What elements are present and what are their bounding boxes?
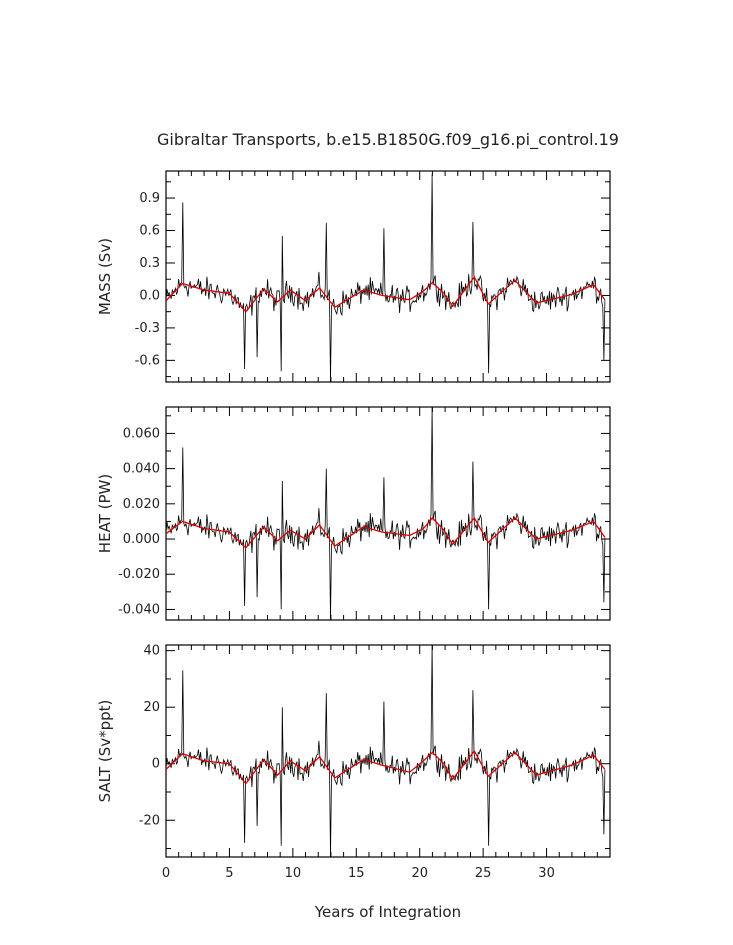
- y-tick-label: 0.3: [139, 256, 160, 271]
- y-axis-title: MASS (Sv): [96, 238, 114, 315]
- plot-frame: [165, 644, 611, 858]
- y-tick-label: 0.040: [123, 462, 160, 477]
- smoothed-series-line: [165, 275, 606, 313]
- y-tick-label: 0: [152, 757, 160, 772]
- smoothed-series-line: [165, 749, 606, 785]
- plot-frame: [165, 406, 611, 621]
- panel-heat: -0.040 -0.020 0.000 0.020 0.040 0.060 HEAT (PW…: [96, 406, 611, 621]
- raw-series-line: [165, 406, 606, 621]
- y-tick-label: 0.060: [123, 426, 160, 441]
- x-axis-title: Years of Integration: [314, 903, 461, 921]
- y-tick-label: 0.000: [123, 532, 160, 547]
- raw-series-line: [165, 644, 606, 858]
- panels: -0.6 -0.3 0.0 0.3 0.6 0.9 MASS (Sv) -0.040 -0.02…: [96, 170, 611, 881]
- raw-series-line: [165, 174, 606, 383]
- y-tick-label: -0.3: [135, 321, 160, 336]
- panel-mass: -0.6 -0.3 0.0 0.3 0.6 0.9 MASS (Sv): [96, 170, 611, 383]
- x-tick-label: 0: [162, 866, 170, 881]
- x-tick-label: 20: [411, 866, 428, 881]
- y-tick-label: 0.9: [139, 191, 160, 206]
- x-tick-label: 10: [285, 866, 302, 881]
- y-tick-label: 20: [143, 700, 160, 715]
- x-tick-label: 25: [475, 866, 492, 881]
- x-tick-label: 15: [348, 866, 365, 881]
- y-tick-label: 0.0: [139, 288, 160, 303]
- y-axis-title: SALT (Sv*ppt): [96, 700, 114, 803]
- y-tick-label: 0.6: [139, 224, 160, 239]
- y-axis-title: HEAT (PW): [96, 474, 114, 553]
- y-tick-label: 40: [143, 644, 160, 659]
- panel-salt: -20 0 20 40 SALT (Sv*ppt) 0 5 10 15 20 25 30: [96, 644, 611, 881]
- x-tick-label: 5: [225, 866, 233, 881]
- plot-frame: [165, 170, 611, 383]
- smoothed-series-line: [165, 516, 606, 549]
- y-tick-label: -0.6: [135, 353, 160, 368]
- figure-title: Gibraltar Transports, b.e15.B1850G.f09_g…: [157, 130, 619, 150]
- x-tick-label: 30: [538, 866, 555, 881]
- y-tick-label: -0.040: [118, 602, 160, 617]
- y-tick-label: -0.020: [118, 567, 160, 582]
- y-tick-label: 0.020: [123, 497, 160, 512]
- y-tick-label: -20: [139, 813, 160, 828]
